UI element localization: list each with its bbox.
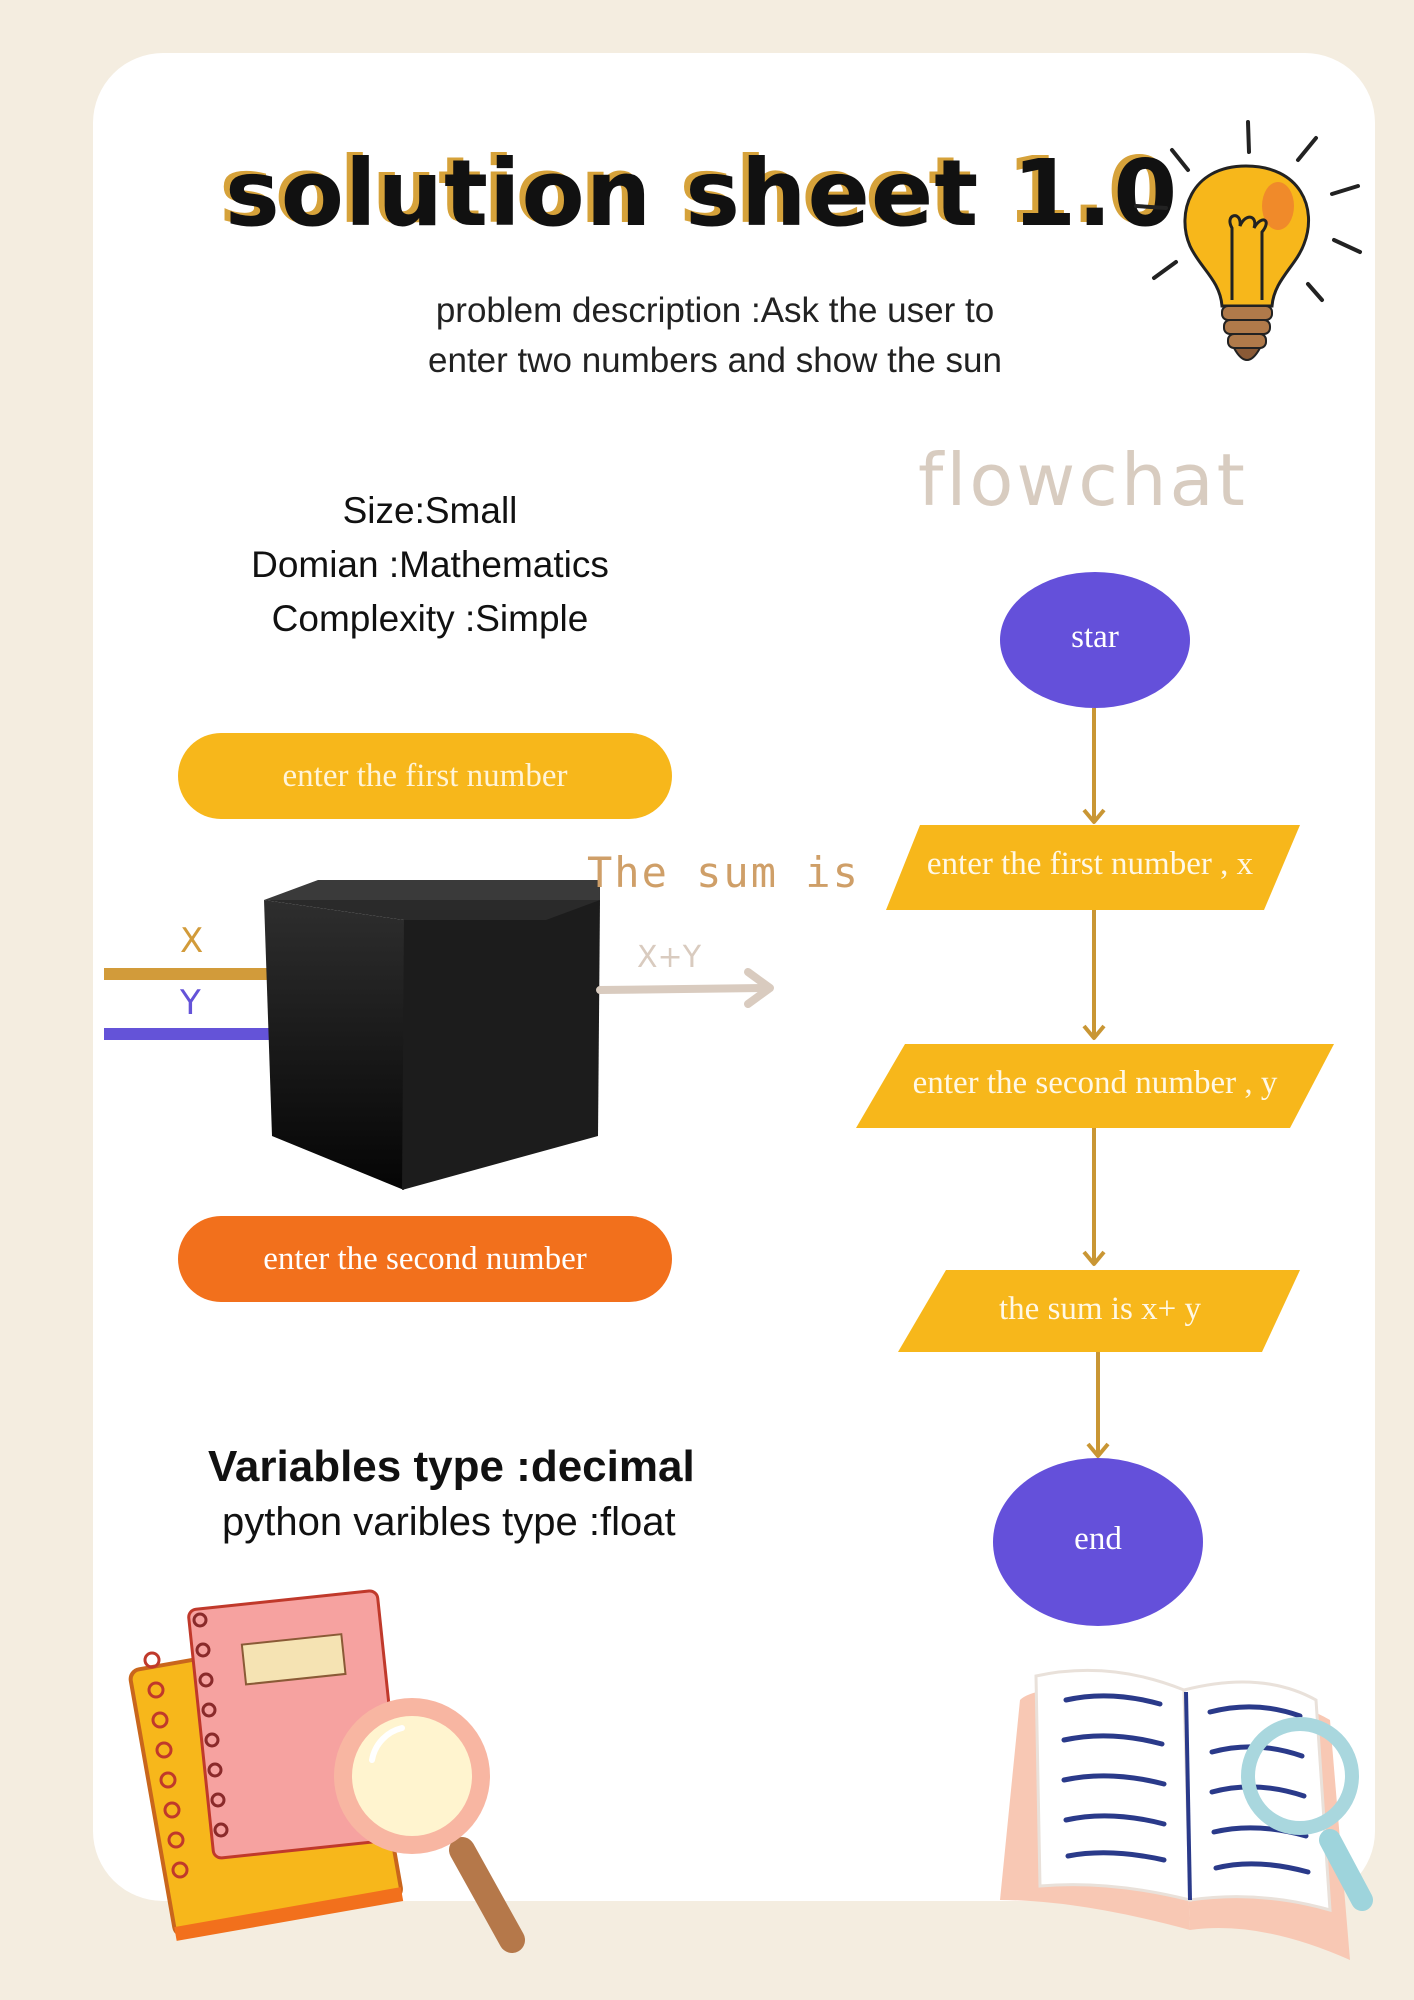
input-first-pill: enter the first number: [178, 733, 672, 819]
output-value-label: X+Y: [637, 940, 702, 975]
flow-step3-label: the sum is x+ y: [999, 1291, 1201, 1327]
output-sum-label: The sum is: [587, 848, 860, 897]
size-text: Size:Small: [342, 490, 518, 531]
y-label: Y: [180, 983, 201, 1023]
problem-description: problem description :Ask the user to ent…: [330, 286, 1100, 386]
page-title: solution sheet 1.0: [225, 140, 1179, 247]
input-second-pill: enter the second number: [178, 1216, 672, 1302]
domain-text: Domian :Mathematics: [251, 544, 609, 585]
variables-type: Variables type :decimal: [208, 1442, 695, 1491]
flowchart-heading: flowchat: [918, 438, 1248, 522]
description-line-1: problem description :Ask the user to: [435, 291, 995, 330]
x-label: X: [180, 921, 204, 961]
description-line-2: enter two numbers and show the sun: [428, 341, 1002, 380]
flow-start-label: star: [1071, 619, 1119, 655]
flow-end-label: end: [1074, 1521, 1122, 1557]
flow-step1-label: enter the first number , x: [926, 846, 1254, 882]
meta-info: Size:Small Domian :Mathematics Complexit…: [190, 484, 670, 646]
python-variables-type: python varibles type :float: [222, 1500, 676, 1544]
complexity-text: Complexity :Simple: [271, 598, 589, 639]
flow-step2-label: enter the second number , y: [912, 1065, 1278, 1101]
